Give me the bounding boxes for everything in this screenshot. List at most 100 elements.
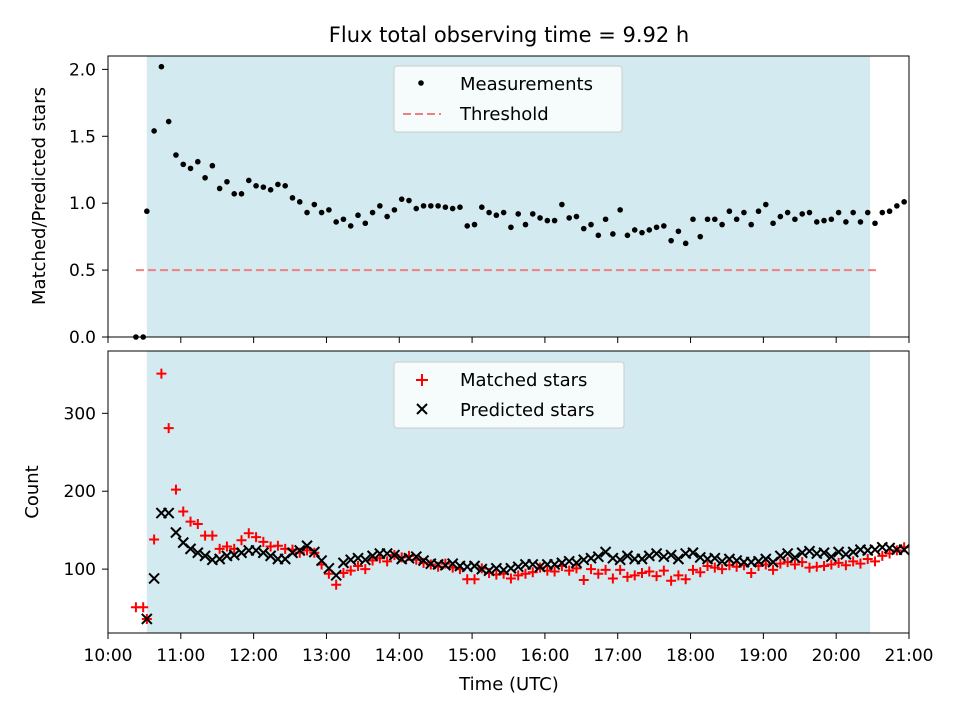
matched-star-point <box>236 535 247 546</box>
measurement-points <box>133 63 907 340</box>
x-axis-label: Time (UTC) <box>458 674 559 695</box>
matched-star-point <box>185 516 196 527</box>
measurement-point <box>377 203 383 209</box>
predicted-star-point <box>359 554 371 566</box>
predicted-star-point <box>366 550 379 562</box>
measurement-point <box>253 182 259 189</box>
measurement-point <box>646 227 653 233</box>
predicted-star-point <box>781 547 794 560</box>
matched-star-point <box>564 565 575 576</box>
measurement-point <box>435 203 441 209</box>
measurement-point <box>799 211 805 217</box>
measurement-point <box>275 181 281 188</box>
measurement-point <box>224 178 230 185</box>
measurement-point <box>529 211 536 217</box>
matched-star-point <box>637 568 647 579</box>
predicted-star-point <box>388 549 401 561</box>
predicted-star-point <box>192 547 204 559</box>
measurement-point <box>573 213 580 220</box>
measurement-point <box>318 209 325 216</box>
measurement-point <box>442 204 449 211</box>
matched-star-point <box>156 368 167 379</box>
predicted-star-point <box>337 557 350 569</box>
matched-star-point <box>855 558 866 569</box>
matched-star-point <box>338 568 349 579</box>
measurement-point <box>733 216 740 223</box>
predicted-star-point <box>636 553 648 565</box>
matched-star-point <box>789 559 800 570</box>
predicted-star-point <box>650 547 663 560</box>
predicted-star-point <box>199 550 211 562</box>
matched-star-point <box>768 564 779 575</box>
predicted-star-point <box>621 550 634 562</box>
measurement-point <box>260 184 267 190</box>
measurement-point <box>828 216 835 223</box>
predicted-star-point <box>716 555 728 568</box>
measurement-point <box>806 209 813 216</box>
matched-star-point <box>819 561 830 572</box>
predicted-star-point <box>803 545 816 557</box>
matched-star-point <box>666 575 677 586</box>
predicted-star-point <box>512 561 524 573</box>
matched-star-point <box>870 556 881 567</box>
predicted-star-point <box>847 546 859 558</box>
x-tick-label: 17:00 <box>593 646 642 666</box>
predicted-star-point <box>789 551 801 564</box>
measurement-point <box>282 182 288 189</box>
matched-star-point <box>353 561 364 572</box>
predicted-star-point <box>257 547 270 559</box>
top-plot-frame <box>107 55 910 338</box>
matched-star-point <box>331 579 342 590</box>
matched-star-point <box>520 568 531 579</box>
measurement-point <box>347 223 354 229</box>
predicted-star-point <box>264 550 277 562</box>
matched-star-point <box>877 550 888 561</box>
matched-star-point <box>702 561 713 572</box>
measurement-point <box>843 219 849 225</box>
measurement-point <box>333 219 339 225</box>
predicted-star-point <box>774 550 787 562</box>
predicted-star-point <box>213 553 226 565</box>
measurement-point <box>850 209 856 216</box>
measurement-point <box>515 211 522 217</box>
matched-star-point <box>396 552 407 563</box>
top-y-tick-label: 2.0 <box>69 60 96 80</box>
x-tick-label: 21:00 <box>885 646 934 666</box>
matched-star-point <box>345 565 356 576</box>
predicted-star-point <box>672 553 685 565</box>
matched-star-point <box>360 564 371 575</box>
predicted-star-point <box>141 613 153 625</box>
x-tick-label: 12:00 <box>229 646 278 666</box>
predicted-star-point <box>184 543 197 555</box>
measurement-point <box>741 209 747 216</box>
predicted-star-point <box>527 558 539 571</box>
matched-star-point <box>644 566 655 577</box>
legend-measurements-label: Measurements <box>460 74 593 95</box>
matched-star-point <box>221 541 232 552</box>
measurement-point <box>158 63 165 70</box>
measurement-point <box>238 191 245 197</box>
measurement-point <box>726 208 733 215</box>
predicted-star-point <box>614 554 626 566</box>
measurement-point <box>362 220 369 227</box>
predicted-star-point <box>825 550 838 563</box>
predicted-star-point <box>228 549 240 561</box>
measurement-point <box>413 205 420 212</box>
measurement-point <box>551 217 558 224</box>
matched-star-point <box>549 566 560 577</box>
matched-star-point <box>775 558 786 569</box>
matched-star-point <box>833 557 844 568</box>
measurement-point <box>289 195 296 201</box>
predicted-star-point <box>162 507 175 519</box>
measurement-point <box>508 224 514 231</box>
bottom-y-tick-label: 200 <box>64 482 96 502</box>
measurement-point <box>449 205 456 212</box>
matched-star-point <box>593 568 604 579</box>
measurement-point <box>245 177 252 184</box>
matched-star-point <box>272 540 283 551</box>
measurement-point <box>304 209 310 216</box>
measurement-point <box>653 224 660 231</box>
matched-star-point <box>323 568 334 579</box>
x-tick-label: 15:00 <box>448 646 497 666</box>
predicted-star-point <box>250 544 262 557</box>
